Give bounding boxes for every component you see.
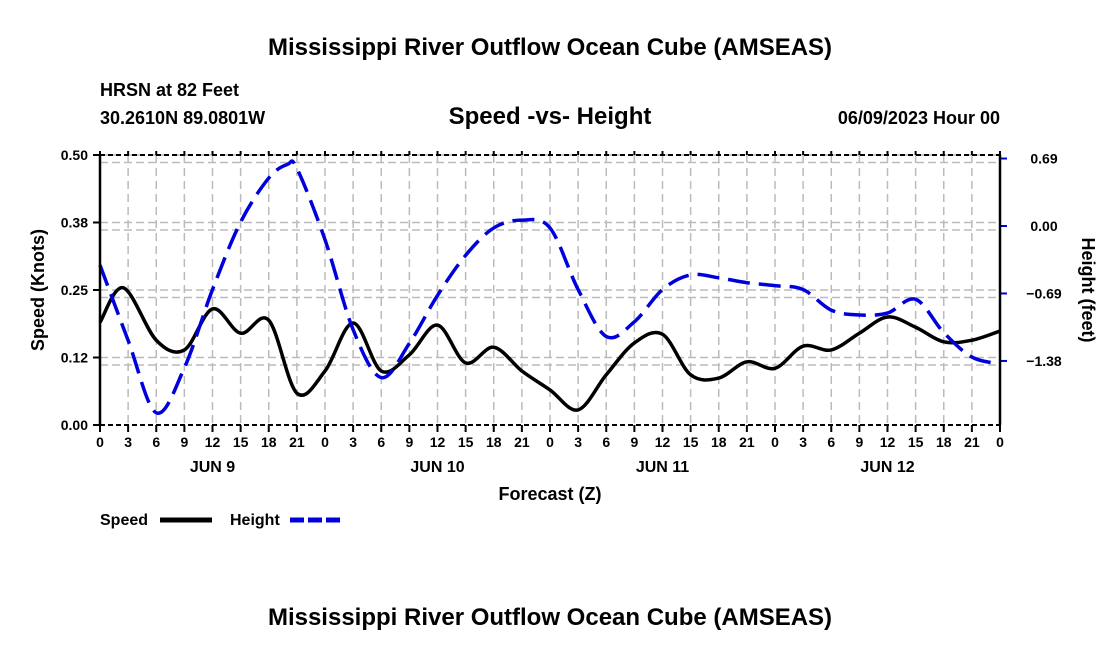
x-tick-label: 0 <box>771 434 779 450</box>
x-tick-label: 15 <box>683 434 699 450</box>
x-tick-label: 15 <box>458 434 474 450</box>
x-tick-label: 9 <box>180 434 188 450</box>
legend-height-label: Height <box>230 512 280 529</box>
main-title: Mississippi River Outflow Ocean Cube (AM… <box>268 34 832 61</box>
legend-speed-label: Speed <box>100 512 148 529</box>
x-tick-label: 21 <box>739 434 755 450</box>
x-tick-label: 0 <box>546 434 554 450</box>
chart-title: Speed -vs- Height <box>449 103 652 130</box>
x-tick-label: 6 <box>827 434 835 450</box>
x-tick-label: 9 <box>855 434 863 450</box>
day-label: JUN 12 <box>860 459 914 476</box>
x-tick-label: 21 <box>289 434 305 450</box>
x-tick-label: 21 <box>514 434 530 450</box>
y2-axis-label: Height (feet) <box>1078 238 1098 343</box>
footer-title: Mississippi River Outflow Ocean Cube (AM… <box>268 604 832 631</box>
x-tick-label: 18 <box>711 434 727 450</box>
y2-tick-label: −1.38 <box>1026 353 1062 369</box>
x-tick-label: 6 <box>377 434 385 450</box>
x-tick-label: 15 <box>908 434 924 450</box>
x-axis-label: Forecast (Z) <box>498 484 601 504</box>
x-tick-label: 18 <box>486 434 502 450</box>
date-label: 06/09/2023 Hour 00 <box>838 108 1000 128</box>
y-tick-label: 0.00 <box>61 417 88 433</box>
coordinates-label: 30.2610N 89.0801W <box>100 108 265 128</box>
x-tick-label: 12 <box>430 434 446 450</box>
series-line-speed <box>98 286 1001 412</box>
y2-tick-label: −0.69 <box>1026 285 1062 301</box>
day-label: JUN 11 <box>636 459 689 476</box>
x-tick-label: 3 <box>349 434 357 450</box>
x-tick-label: 9 <box>405 434 413 450</box>
x-tick-label: 6 <box>152 434 160 450</box>
station-label: HRSN at 82 Feet <box>100 80 239 100</box>
y-tick-label: 0.25 <box>61 282 88 298</box>
x-tick-label: 3 <box>799 434 807 450</box>
axes: 0 3 6 9 12 15 18 21 0 3 6 9 12 15 18 21 0 3 6 9 12 15 18 21 0 3 6 9… <box>61 147 1062 476</box>
x-tick-label: 9 <box>630 434 638 450</box>
x-tick-label: 12 <box>880 434 896 450</box>
y2-tick-label: 0.69 <box>1030 151 1057 167</box>
day-label: JUN 9 <box>190 459 235 476</box>
x-tick-label: 12 <box>205 434 221 450</box>
x-tick-label: 3 <box>124 434 132 450</box>
day-label: JUN 10 <box>410 459 464 476</box>
y-tick-label: 0.12 <box>61 350 88 366</box>
y2-tick-label: 0.00 <box>1030 218 1057 234</box>
x-tick-label: 12 <box>655 434 671 450</box>
x-tick-label: 0 <box>96 434 104 450</box>
x-tick-label: 3 <box>574 434 582 450</box>
series-line-height <box>98 159 1001 415</box>
x-tick-label: 15 <box>233 434 249 450</box>
legend: Speed Height <box>100 512 342 529</box>
grid <box>100 154 1000 425</box>
x-tick-label: 21 <box>964 434 980 450</box>
x-tick-label: 18 <box>261 434 277 450</box>
y-axis-label: Speed (Knots) <box>28 229 48 351</box>
y-tick-label: 0.38 <box>61 215 88 231</box>
x-tick-label: 6 <box>602 434 610 450</box>
y-tick-label: 0.50 <box>61 147 88 163</box>
x-tick-label: 0 <box>321 434 329 450</box>
x-tick-label: 0 <box>996 434 1004 450</box>
x-tick-label: 18 <box>936 434 952 450</box>
series-layer <box>98 159 1001 415</box>
